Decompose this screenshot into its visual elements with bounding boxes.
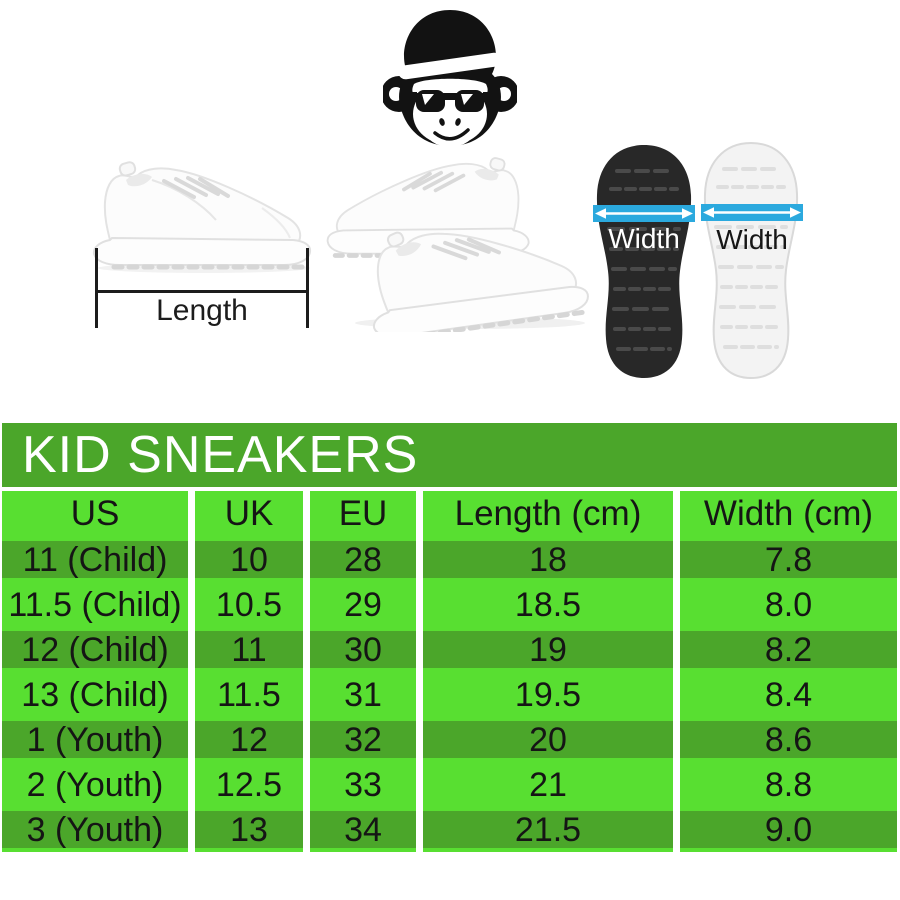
size-cell-uk: 10 (195, 537, 303, 582)
size-table: US UK EU Length (cm) Width (cm) 11 (Child) 10 2… (2, 491, 897, 852)
size-cell-uk: 10.5 (195, 582, 303, 627)
size-cell-uk: 13 (195, 807, 303, 852)
size-cell-eu: 31 (310, 672, 416, 717)
size-cell-uk: 12.5 (195, 762, 303, 807)
width-label-black-sole: Width (608, 223, 680, 254)
size-cell-eu: 33 (310, 762, 416, 807)
double-arrow-icon (703, 207, 801, 218)
size-cell-eu: 30 (310, 627, 416, 672)
size-cell-eu: 32 (310, 717, 416, 762)
product-photo-strip: Length (0, 0, 900, 423)
chart-title: KID SNEAKERS (22, 426, 419, 484)
size-cell-us: 3 (Youth) (2, 807, 188, 852)
sneaker-pair-photo (320, 150, 595, 332)
column-header-eu: EU (310, 491, 416, 537)
monkey-logo-icon (383, 10, 517, 147)
size-cell-us: 12 (Child) (2, 627, 188, 672)
size-cell-length-cm: 21.5 (423, 807, 673, 852)
size-cell-eu: 28 (310, 537, 416, 582)
length-measure-right-bar (306, 248, 309, 328)
size-cell-eu: 29 (310, 582, 416, 627)
size-cell-length-cm: 19 (423, 627, 673, 672)
size-cell-length-cm: 19.5 (423, 672, 673, 717)
size-cell-length-cm: 21 (423, 762, 673, 807)
length-measure-line (95, 290, 309, 293)
size-cell-width-cm: 7.8 (680, 537, 897, 582)
white-sole-photo (703, 141, 799, 380)
size-cell-width-cm: 8.8 (680, 762, 897, 807)
width-label-white-sole: Width (716, 224, 788, 255)
column-header-us: US (2, 491, 188, 537)
size-cell-eu: 34 (310, 807, 416, 852)
size-cell-us: 11 (Child) (2, 537, 188, 582)
size-cell-width-cm: 9.0 (680, 807, 897, 852)
size-cell-us: 1 (Youth) (2, 717, 188, 762)
length-measure-left-bar (95, 248, 98, 328)
size-cell-length-cm: 18 (423, 537, 673, 582)
size-cell-width-cm: 8.0 (680, 582, 897, 627)
size-cell-us: 13 (Child) (2, 672, 188, 717)
size-cell-uk: 11 (195, 627, 303, 672)
size-cell-us: 2 (Youth) (2, 762, 188, 807)
width-arrow-band-white-sole (701, 204, 803, 221)
size-cell-width-cm: 8.4 (680, 672, 897, 717)
column-header-width-cm: Width (cm) (680, 491, 897, 537)
size-cell-width-cm: 8.6 (680, 717, 897, 762)
size-cell-length-cm: 20 (423, 717, 673, 762)
size-cell-uk: 12 (195, 717, 303, 762)
size-cell-us: 11.5 (Child) (2, 582, 188, 627)
size-cell-width-cm: 8.2 (680, 627, 897, 672)
double-arrow-icon (595, 208, 693, 219)
width-arrow-band-black-sole (593, 205, 695, 222)
black-sole-photo (596, 145, 692, 378)
chart-title-band: KID SNEAKERS (2, 423, 897, 487)
column-header-uk: UK (195, 491, 303, 537)
size-cell-uk: 11.5 (195, 672, 303, 717)
column-header-length-cm: Length (cm) (423, 491, 673, 537)
sneaker-side-view-photo (92, 161, 312, 273)
size-cell-length-cm: 18.5 (423, 582, 673, 627)
length-label: Length (156, 294, 248, 327)
